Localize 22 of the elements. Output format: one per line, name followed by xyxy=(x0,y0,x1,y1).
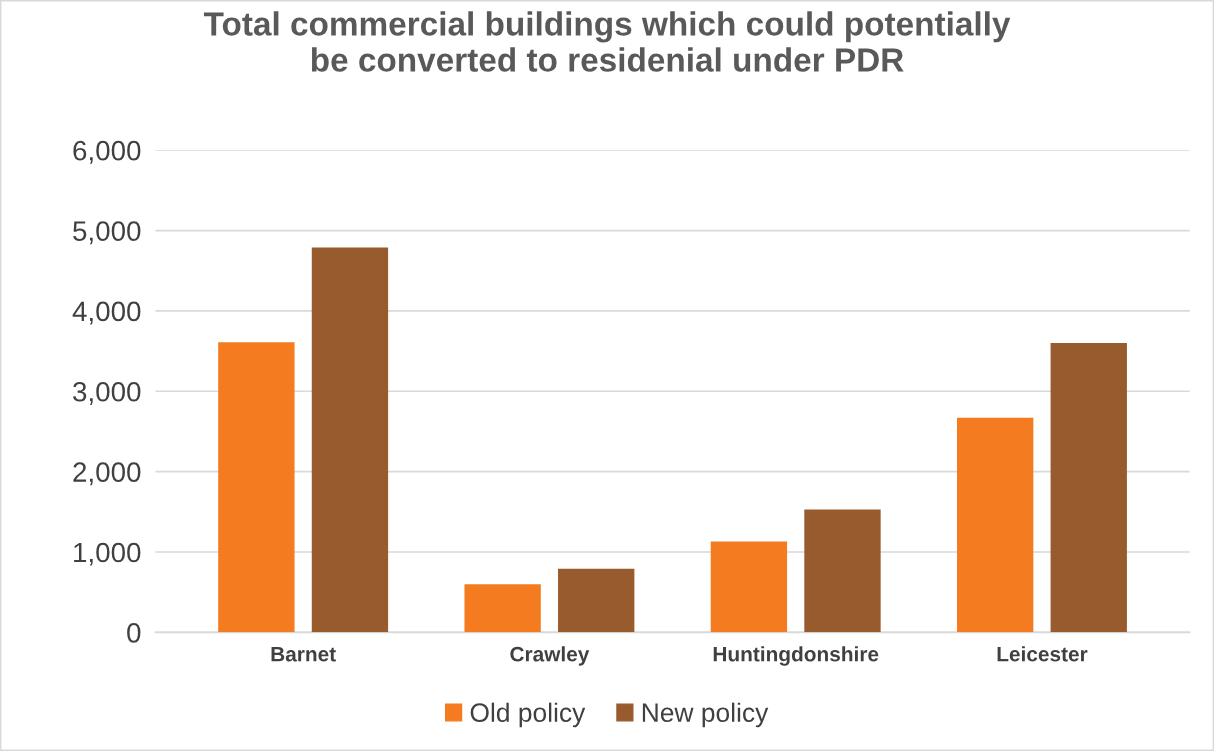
bar xyxy=(957,417,1034,633)
y-tick-label: 2,000 xyxy=(73,462,141,486)
bar xyxy=(804,509,881,633)
bar xyxy=(311,247,389,633)
bar xyxy=(710,541,788,633)
y-tick-label: 1,000 xyxy=(74,542,141,566)
chart-title: Total commercial buildings which could potentially be converted to residenial under PDR xyxy=(203,11,1011,72)
y-tick-label: 3,000 xyxy=(73,381,141,405)
y-tick-label: 0 xyxy=(127,623,141,643)
legend-label: New policy xyxy=(642,702,769,728)
bar xyxy=(464,584,541,633)
y-tick-label: 6,000 xyxy=(73,140,141,164)
x-tick-label: Leicester xyxy=(997,646,1088,662)
x-tick-label: Crawley xyxy=(510,646,590,666)
y-tick-label: 4,000 xyxy=(72,301,141,325)
bar xyxy=(1050,343,1127,633)
x-tick-label: Barnet xyxy=(271,647,336,662)
x-tick-label: Huntingdonshire xyxy=(713,646,879,666)
legend-label: Old policy xyxy=(470,702,586,728)
bar xyxy=(558,568,635,633)
y-tick-label: 5,000 xyxy=(73,221,141,245)
bar xyxy=(218,342,295,633)
